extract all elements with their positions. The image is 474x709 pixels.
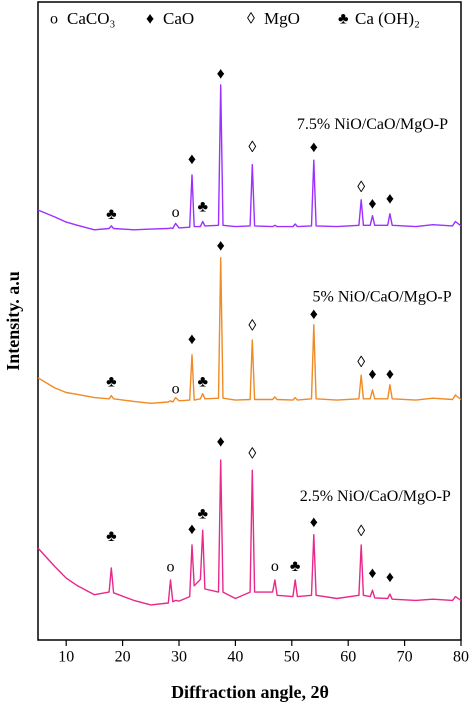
peak-marker: ♦ xyxy=(368,366,376,383)
peak-marker: ♦ xyxy=(368,196,376,213)
peak-marker: ♦ xyxy=(217,434,225,451)
x-tick-label: 50 xyxy=(284,649,300,666)
peak-marker: ◊ xyxy=(248,446,256,463)
peak-marker: ♣ xyxy=(197,506,208,523)
x-tick-label: 10 xyxy=(58,649,74,666)
plot-frame xyxy=(37,1,462,641)
peak-marker: ◊ xyxy=(248,139,256,156)
series-label: 7.5% NiO/CaO/MgO-P xyxy=(297,116,448,133)
peak-marker: ♦ xyxy=(310,306,318,323)
x-tick-label: 20 xyxy=(115,649,131,666)
peak-marker: ♦ xyxy=(188,151,196,168)
peak-marker: ◊ xyxy=(248,317,256,334)
peak-marker: ◊ xyxy=(357,354,365,371)
peak-marker: ♦ xyxy=(386,190,394,207)
legend-label: MgO xyxy=(264,9,300,28)
series-line xyxy=(37,84,462,231)
legend-label: CaO xyxy=(163,9,194,28)
peak-marker: ♦ xyxy=(310,514,318,531)
peak-marker: ♦ xyxy=(386,569,394,586)
legend-symbol: ◊ xyxy=(247,11,255,28)
legend-label: CaCO₃ xyxy=(67,9,116,28)
legend-symbol: ♣ xyxy=(338,11,349,28)
peak-marker: ♦ xyxy=(188,521,196,538)
peak-marker: ♣ xyxy=(106,528,117,545)
peak-marker: ♦ xyxy=(386,366,394,383)
peak-marker: ♦ xyxy=(310,139,318,156)
x-tick-label: 80 xyxy=(453,649,469,666)
peak-marker: ♦ xyxy=(217,65,225,82)
x-tick-label: 40 xyxy=(227,649,243,666)
x-tick-label: 60 xyxy=(340,649,356,666)
legend-symbol: o xyxy=(50,11,58,28)
peak-marker: o xyxy=(167,559,175,576)
peak-marker: ♦ xyxy=(217,238,225,255)
peak-marker: ♣ xyxy=(106,206,117,223)
peak-marker: ◊ xyxy=(357,179,365,196)
peak-marker: ◊ xyxy=(357,523,365,540)
peak-marker: o xyxy=(271,558,279,575)
peak-marker: o xyxy=(172,204,180,221)
x-axis-label: Diffraction angle, 2θ xyxy=(171,682,329,702)
y-axis-label: Intensity. a.u xyxy=(3,271,23,371)
peak-marker: ♣ xyxy=(290,558,301,575)
series-line xyxy=(37,257,462,404)
peak-marker: ♣ xyxy=(106,374,117,391)
legend-symbol: ♦ xyxy=(146,11,154,28)
peak-marker: ♦ xyxy=(188,331,196,348)
x-tick-label: 30 xyxy=(171,649,187,666)
peak-marker: ♦ xyxy=(368,565,376,582)
peak-marker: o xyxy=(172,381,180,398)
peak-marker: ♣ xyxy=(197,199,208,216)
peak-marker: ♣ xyxy=(197,374,208,391)
series-line xyxy=(37,459,462,606)
legend-label: Ca (OH)₂ xyxy=(355,9,420,28)
x-tick-label: 70 xyxy=(397,649,413,666)
series-label: 5% NiO/CaO/MgO-P xyxy=(312,289,451,306)
series-label: 2.5% NiO/CaO/MgO-P xyxy=(300,488,451,505)
